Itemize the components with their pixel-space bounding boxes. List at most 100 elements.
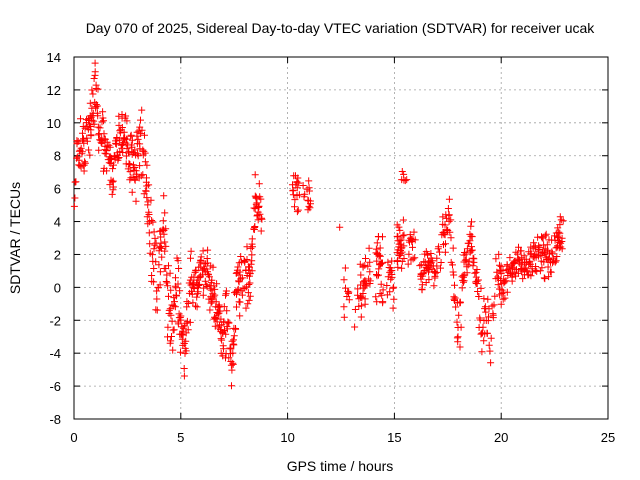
data-point (90, 120, 98, 128)
data-point (173, 292, 180, 300)
x-tick-label: 5 (177, 430, 184, 445)
data-point (182, 319, 190, 327)
data-point (390, 283, 398, 291)
data-point (149, 218, 157, 226)
data-point (175, 265, 183, 272)
data-point (480, 337, 488, 345)
data-point (123, 135, 131, 143)
data-point (150, 278, 158, 286)
data-point (87, 131, 95, 139)
data-point (220, 345, 227, 353)
data-point (159, 217, 167, 225)
data-points (70, 59, 567, 390)
data-point (110, 152, 118, 160)
data-point (366, 268, 374, 276)
data-point (351, 323, 359, 331)
data-point (199, 291, 207, 299)
data-point (343, 293, 351, 300)
data-point (390, 295, 398, 303)
data-point (136, 145, 144, 153)
data-point (176, 287, 184, 295)
data-point (388, 273, 396, 281)
data-point (299, 182, 307, 189)
data-point (373, 298, 381, 306)
data-point (446, 228, 454, 236)
data-point (466, 237, 474, 245)
data-point (143, 174, 150, 182)
data-point (485, 313, 492, 321)
data-point (472, 268, 480, 276)
data-point (137, 116, 144, 124)
data-point (222, 291, 229, 299)
y-tick-label: 4 (54, 215, 61, 230)
data-point (497, 270, 505, 278)
data-point (234, 286, 242, 294)
data-point (538, 233, 545, 241)
data-point (468, 233, 476, 241)
data-point (407, 256, 415, 264)
data-point (294, 206, 302, 214)
data-point (374, 250, 382, 258)
data-point (361, 300, 369, 308)
data-point (184, 326, 192, 334)
data-point (212, 298, 220, 306)
data-point (387, 267, 395, 275)
data-point (362, 255, 369, 262)
data-point (127, 132, 135, 140)
data-point (74, 153, 82, 161)
data-point (386, 268, 394, 276)
data-point (86, 151, 94, 159)
data-point (512, 248, 520, 256)
data-point (177, 348, 184, 356)
data-point (222, 287, 230, 295)
data-point (80, 139, 88, 147)
data-point (158, 253, 166, 261)
data-point (445, 211, 453, 219)
data-point (92, 101, 100, 108)
data-point (398, 168, 406, 175)
data-point (455, 311, 463, 319)
data-point (409, 243, 416, 251)
data-point (128, 150, 136, 158)
data-point (83, 137, 91, 145)
data-point (145, 181, 153, 189)
data-point (465, 257, 473, 265)
data-point (238, 274, 246, 282)
data-point (508, 277, 516, 285)
data-point (256, 210, 264, 218)
data-point (451, 294, 459, 302)
data-point (165, 292, 172, 300)
data-point (257, 227, 265, 235)
data-point (244, 289, 252, 297)
data-point (133, 170, 141, 178)
data-point (150, 245, 158, 253)
data-point (148, 251, 156, 259)
data-point (551, 232, 558, 240)
data-point (141, 131, 148, 139)
data-point (180, 365, 188, 372)
data-point (291, 203, 298, 211)
data-point (557, 239, 565, 247)
data-point (411, 236, 419, 244)
data-point (103, 147, 110, 155)
data-point (532, 263, 540, 270)
data-point (542, 230, 550, 238)
data-point (109, 165, 117, 173)
data-point (411, 254, 419, 262)
data-point (103, 167, 111, 175)
data-point (222, 330, 230, 338)
data-point (503, 288, 511, 296)
data-point (106, 143, 114, 151)
data-point (461, 256, 469, 264)
data-point (128, 188, 136, 196)
data-point (495, 250, 503, 258)
data-point (72, 178, 80, 186)
data-point (170, 302, 178, 310)
data-point (437, 264, 444, 272)
data-point (228, 382, 235, 390)
data-point (230, 341, 238, 349)
data-point (87, 113, 95, 121)
data-point (227, 345, 235, 353)
data-point (245, 296, 253, 304)
data-point (207, 286, 215, 294)
